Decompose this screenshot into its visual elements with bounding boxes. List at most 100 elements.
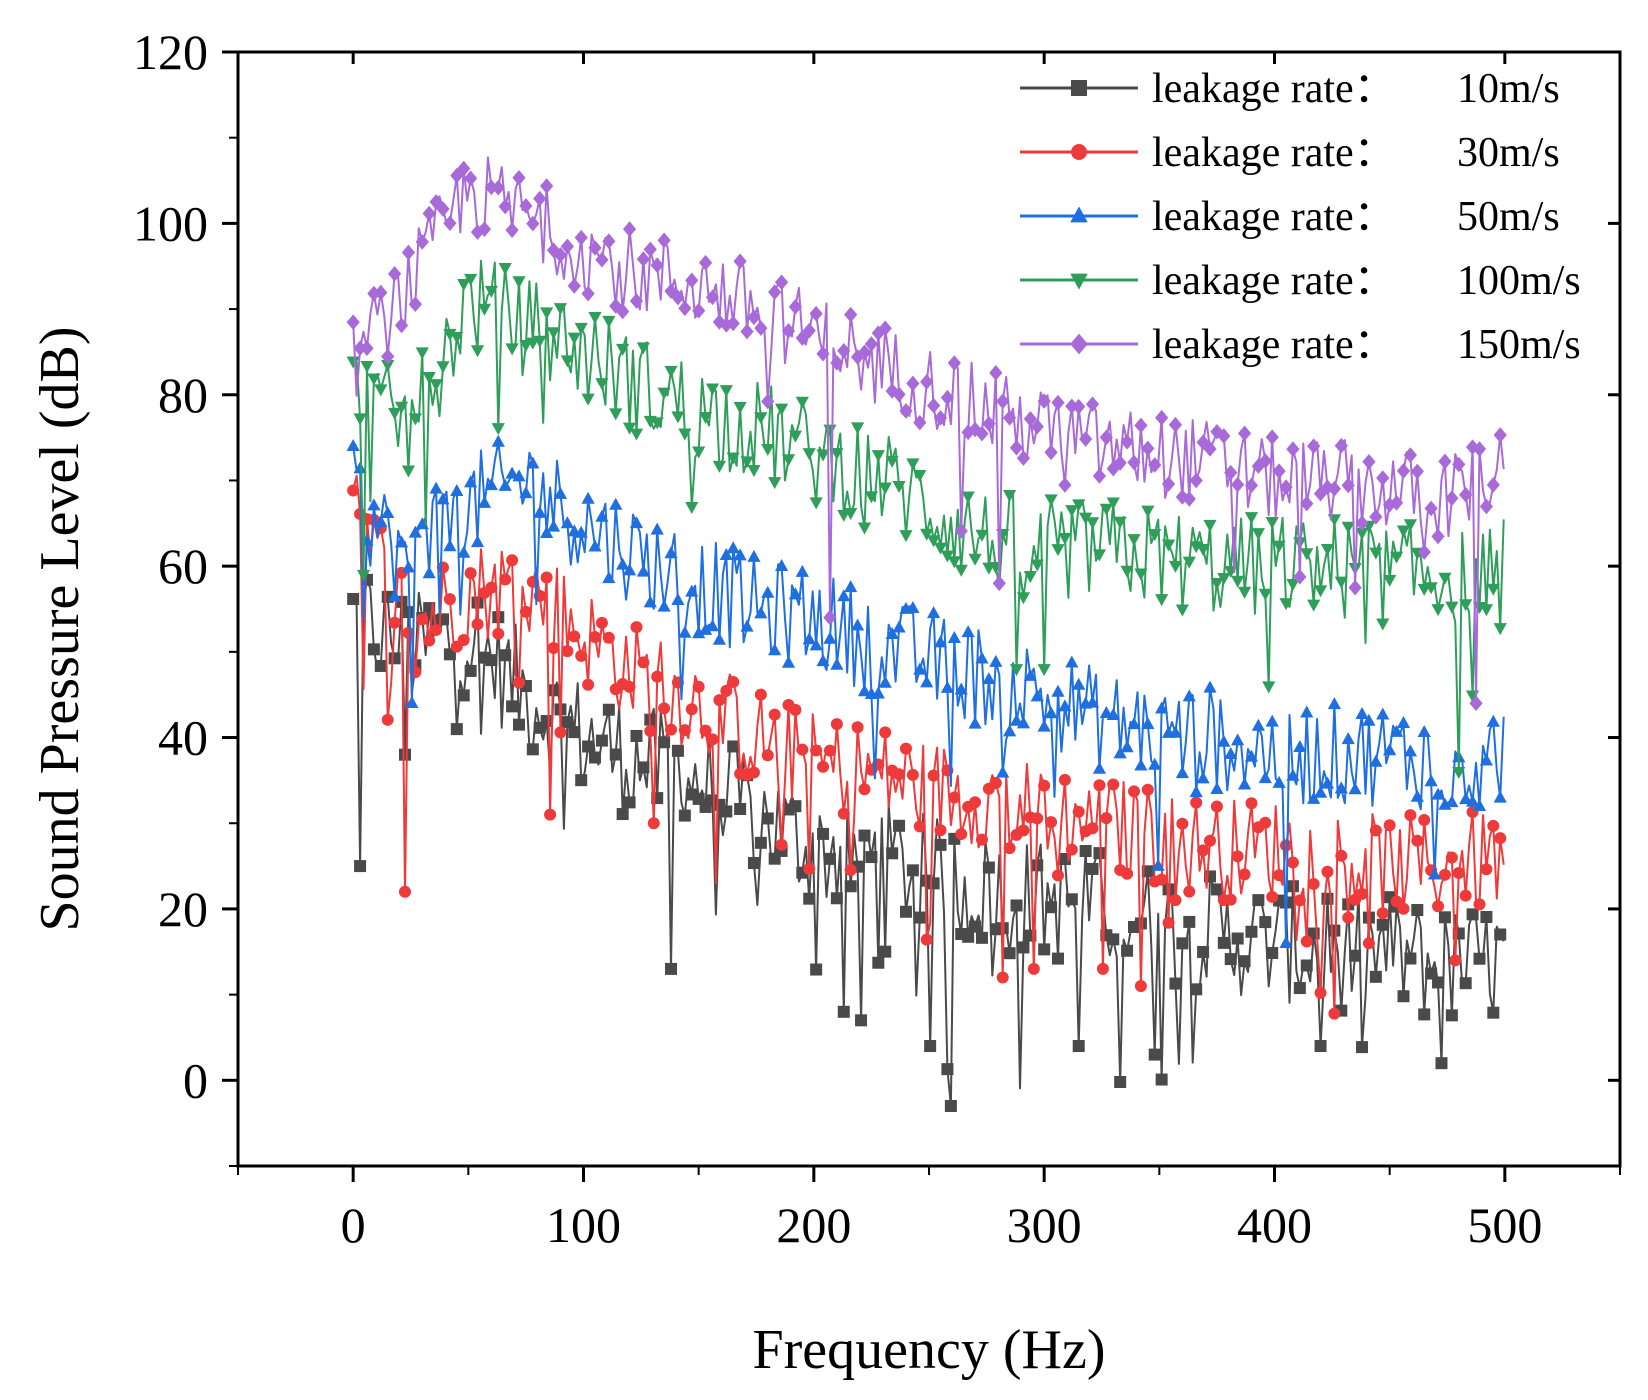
data-point (422, 205, 436, 222)
data-point (588, 539, 602, 552)
data-point (491, 423, 505, 436)
data-point (544, 808, 557, 821)
data-point (498, 198, 512, 215)
data-point (595, 616, 608, 629)
data-point (823, 631, 837, 644)
data-point (1321, 865, 1334, 878)
data-point (1121, 867, 1134, 880)
data-point (1134, 758, 1148, 771)
data-point (1348, 782, 1362, 795)
legend-item: leakage rate： 50m/s (1020, 194, 1560, 240)
data-point (913, 820, 926, 833)
data-point (961, 625, 975, 638)
x-tick-label: 0 (341, 1197, 366, 1253)
data-point (658, 736, 671, 749)
data-point (1237, 777, 1252, 790)
data-point (844, 863, 857, 876)
data-point (1369, 547, 1383, 560)
data-point (1320, 776, 1335, 789)
data-point (754, 606, 768, 619)
data-point (347, 484, 360, 497)
data-point (1141, 505, 1155, 518)
legend-value: 30m/s (1457, 130, 1560, 176)
data-point (927, 877, 940, 890)
data-point (899, 530, 913, 543)
data-point (651, 670, 664, 683)
data-point (1086, 822, 1099, 835)
data-point (1452, 456, 1466, 473)
data-point (1279, 598, 1293, 611)
data-point (678, 809, 691, 822)
data-point (920, 528, 934, 541)
data-point (464, 273, 478, 286)
data-point (622, 422, 637, 435)
data-point (948, 791, 961, 804)
data-point (643, 595, 657, 608)
data-point (726, 541, 740, 554)
data-point (1245, 925, 1258, 938)
data-point (546, 519, 561, 532)
data-point (692, 446, 706, 459)
data-point (1389, 495, 1404, 511)
data-point (1432, 976, 1445, 989)
data-point (1376, 918, 1389, 931)
data-point (1327, 697, 1341, 710)
data-point (346, 314, 360, 330)
data-point (1369, 970, 1382, 983)
data-point (1037, 719, 1051, 732)
data-point (678, 724, 691, 737)
data-point (623, 680, 636, 693)
data-point (388, 266, 402, 282)
data-point (1452, 767, 1466, 780)
data-point (1362, 453, 1376, 470)
data-point (1016, 716, 1031, 729)
data-point (388, 407, 402, 420)
data-point (346, 356, 360, 369)
data-point (1459, 977, 1472, 990)
data-point (1369, 509, 1383, 525)
data-point (1190, 983, 1203, 996)
data-point (1356, 1041, 1369, 1054)
data-point (367, 643, 380, 656)
data-point (519, 198, 533, 214)
data-point (1273, 869, 1286, 882)
data-point (1168, 560, 1183, 573)
data-point (1009, 664, 1024, 677)
data-point (1051, 952, 1064, 965)
data-point (774, 403, 789, 416)
data-point (1362, 713, 1376, 726)
data-point (678, 625, 692, 638)
data-point (1486, 477, 1500, 493)
data-point (761, 749, 774, 762)
data-point (913, 469, 927, 482)
data-point (940, 550, 955, 563)
data-point (671, 593, 685, 606)
data-point (1085, 695, 1100, 708)
data-point (802, 448, 816, 461)
data-point (1424, 774, 1438, 787)
data-point (1459, 889, 1472, 902)
legend-value: 10m/s (1457, 66, 1560, 112)
data-point (1341, 732, 1355, 745)
data-point (1431, 787, 1445, 800)
data-point (423, 634, 436, 647)
data-point (513, 676, 526, 689)
data-point (1300, 495, 1314, 512)
data-point (650, 417, 664, 430)
data-point (1410, 463, 1424, 480)
data-point (1072, 805, 1085, 818)
data-point (636, 564, 650, 577)
data-point (643, 241, 657, 258)
data-point (1231, 850, 1244, 863)
data-point (505, 343, 519, 356)
data-point (1155, 1073, 1168, 1086)
data-point (1065, 505, 1079, 518)
data-point (477, 303, 492, 316)
data-point (886, 847, 899, 860)
legend-value: 100m/s (1457, 258, 1581, 304)
data-point (855, 1014, 868, 1027)
data-point (1092, 549, 1107, 562)
data-point (1459, 792, 1473, 805)
data-point (1334, 781, 1348, 794)
data-point (1266, 890, 1279, 903)
